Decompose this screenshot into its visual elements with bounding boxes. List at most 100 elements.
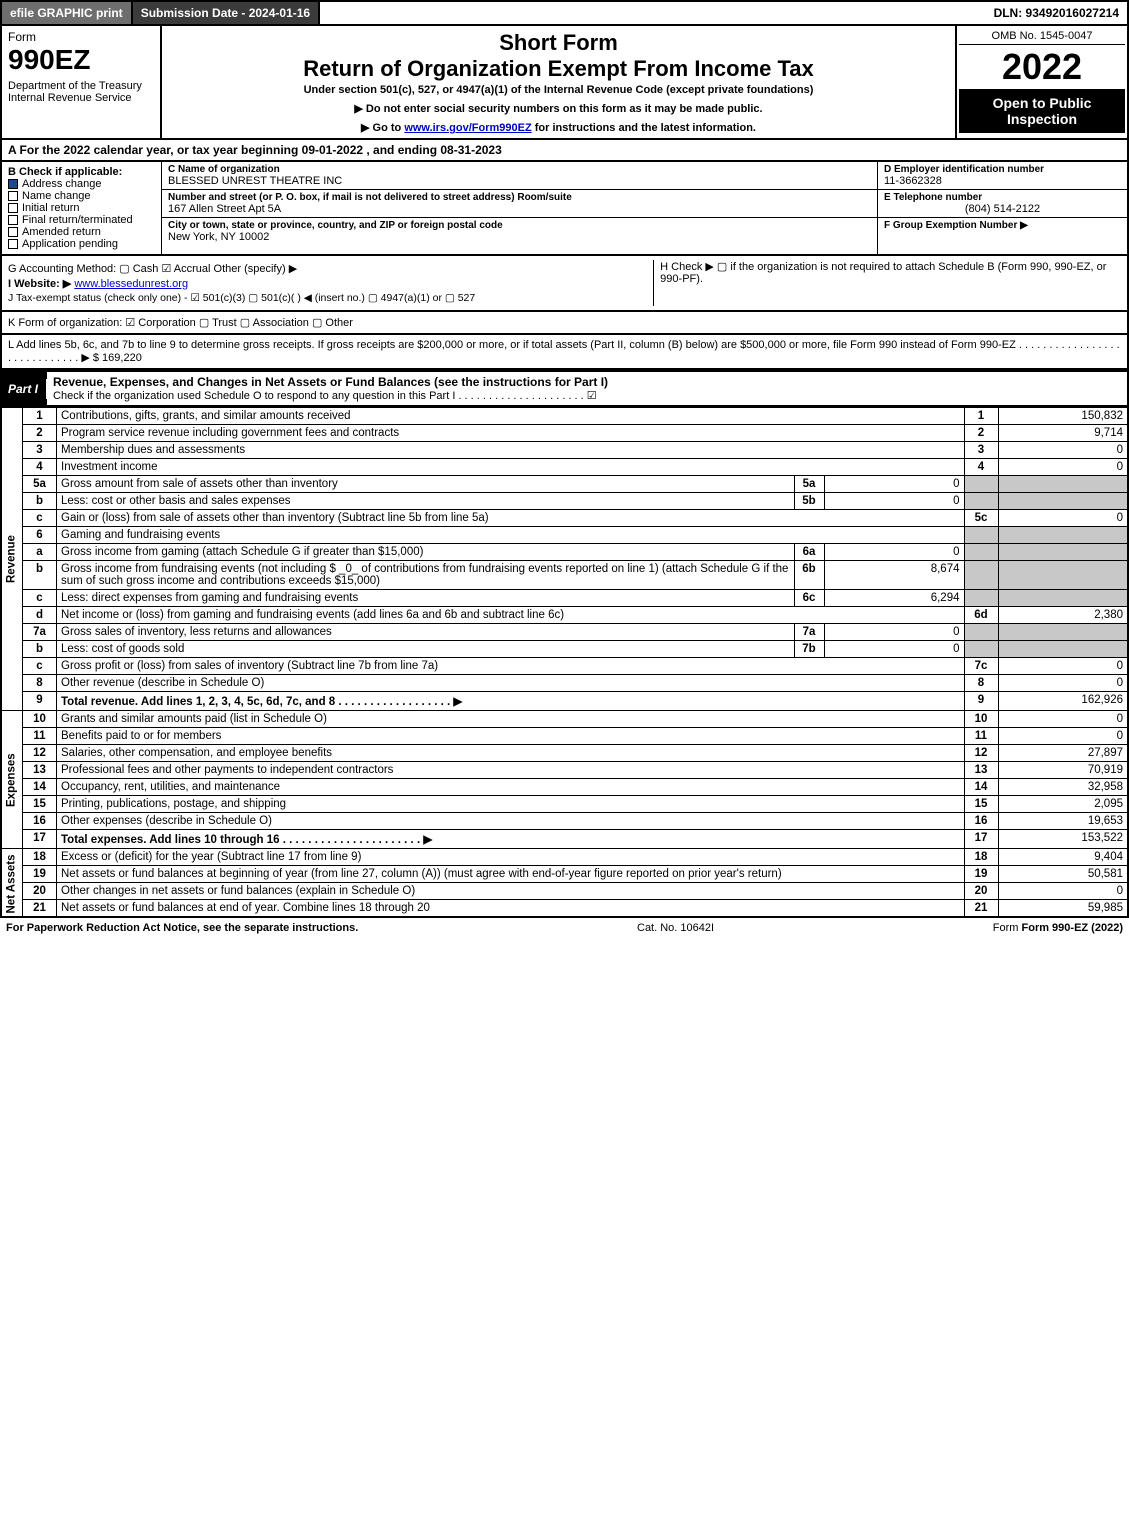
line-val: 2,380 [998, 607, 1128, 624]
line-desc: Other changes in net assets or fund bala… [57, 883, 965, 900]
row-10: Expenses 10 Grants and similar amounts p… [1, 711, 1128, 728]
cb-name-change[interactable]: Name change [8, 190, 155, 202]
cb-label: Initial return [22, 202, 79, 214]
checkbox-icon [8, 215, 18, 225]
cb-application-pending[interactable]: Application pending [8, 238, 155, 250]
line-desc: Gross amount from sale of assets other t… [57, 476, 795, 493]
sub-ref: 7a [794, 624, 824, 641]
org-address-label: Number and street (or P. O. box, if mail… [168, 192, 871, 203]
tax-year: 2022 [959, 45, 1125, 89]
row-1: Revenue 1 Contributions, gifts, grants, … [1, 408, 1128, 425]
line-num: 13 [23, 762, 57, 779]
ein-value: 11-3662328 [884, 175, 1121, 187]
line-val: 0 [998, 658, 1128, 675]
website-link[interactable]: www.blessedunrest.org [74, 278, 188, 290]
form-number: 990EZ [8, 44, 154, 76]
shaded-cell [998, 493, 1128, 510]
line-desc: Gross sales of inventory, less returns a… [57, 624, 795, 641]
line-num: c [23, 590, 57, 607]
shaded-cell [998, 641, 1128, 658]
sub-ref: 6a [794, 544, 824, 561]
schedule-b-note: H Check ▶ ▢ if the organization is not r… [660, 260, 1121, 285]
form-title-block: Short Form Return of Organization Exempt… [162, 26, 957, 138]
line-val: 19,653 [998, 813, 1128, 830]
row-16: 16 Other expenses (describe in Schedule … [1, 813, 1128, 830]
org-address: 167 Allen Street Apt 5A [168, 203, 871, 215]
sub-val: 0 [824, 641, 964, 658]
shaded-cell [998, 544, 1128, 561]
cb-label: Final return/terminated [22, 214, 133, 226]
line-desc: Occupancy, rent, utilities, and maintena… [57, 779, 965, 796]
form-subtitle: Under section 501(c), 527, or 4947(a)(1)… [170, 84, 947, 96]
goto-link-line: ▶ Go to www.irs.gov/Form990EZ for instru… [170, 121, 947, 134]
line-desc: Gain or (loss) from sale of assets other… [57, 510, 965, 527]
checkbox-icon [8, 179, 18, 189]
form-word: Form [8, 30, 154, 44]
sub-ref: 5a [794, 476, 824, 493]
row-2: 2 Program service revenue including gove… [1, 425, 1128, 442]
line-num: b [23, 641, 57, 658]
row-20: 20 Other changes in net assets or fund b… [1, 883, 1128, 900]
checkbox-icon [8, 239, 18, 249]
shaded-cell [964, 493, 998, 510]
row-4: 4 Investment income 4 0 [1, 459, 1128, 476]
part-1-tag: Part I [0, 379, 47, 399]
line-ref: 14 [964, 779, 998, 796]
cb-final-return[interactable]: Final return/terminated [8, 214, 155, 226]
line-num: 18 [23, 849, 57, 866]
section-c: C Name of organization BLESSED UNREST TH… [162, 162, 877, 254]
sub-ref: 6b [794, 561, 824, 590]
line-desc: Total expenses. Add lines 10 through 16 … [57, 830, 965, 849]
line-num: 4 [23, 459, 57, 476]
short-form-label: Short Form [170, 30, 947, 56]
cb-amended-return[interactable]: Amended return [8, 226, 155, 238]
footer-left: For Paperwork Reduction Act Notice, see … [6, 922, 358, 934]
cb-address-change[interactable]: Address change [8, 178, 155, 190]
irs-link[interactable]: www.irs.gov/Form990EZ [404, 122, 531, 134]
department-label: Department of the Treasury Internal Reve… [8, 80, 154, 104]
year-block: OMB No. 1545-0047 2022 Open to Public In… [957, 26, 1127, 138]
line-val: 9,404 [998, 849, 1128, 866]
line-val: 0 [998, 442, 1128, 459]
entity-block: B Check if applicable: Address change Na… [0, 162, 1129, 256]
line-val: 0 [998, 459, 1128, 476]
row-8: 8 Other revenue (describe in Schedule O)… [1, 675, 1128, 692]
sub-val: 8,674 [824, 561, 964, 590]
line-desc: Gross income from fundraising events (no… [57, 561, 795, 590]
row-5c: c Gain or (loss) from sale of assets oth… [1, 510, 1128, 527]
line-num: b [23, 561, 57, 590]
line-desc: Benefits paid to or for members [57, 728, 965, 745]
accounting-method: G Accounting Method: ▢ Cash ☑ Accrual Ot… [8, 262, 653, 275]
cb-initial-return[interactable]: Initial return [8, 202, 155, 214]
row-9: 9 Total revenue. Add lines 1, 2, 3, 4, 5… [1, 692, 1128, 711]
topbar-spacer [320, 2, 985, 24]
org-city: New York, NY 10002 [168, 231, 871, 243]
line-val: 50,581 [998, 866, 1128, 883]
line-desc: Program service revenue including govern… [57, 425, 965, 442]
efile-print-button[interactable]: efile GRAPHIC print [2, 2, 133, 24]
line-ref: 6d [964, 607, 998, 624]
line-ref: 4 [964, 459, 998, 476]
cb-label: Address change [22, 178, 102, 190]
row-7a: 7a Gross sales of inventory, less return… [1, 624, 1128, 641]
line-num: 12 [23, 745, 57, 762]
line-val: 2,095 [998, 796, 1128, 813]
row-5a: 5a Gross amount from sale of assets othe… [1, 476, 1128, 493]
group-exemption-cell: F Group Exemption Number ▶ [878, 218, 1127, 233]
line-desc: Less: cost of goods sold [57, 641, 795, 658]
line-ref: 13 [964, 762, 998, 779]
line-val: 9,714 [998, 425, 1128, 442]
sub-val: 0 [824, 493, 964, 510]
section-b-header: B Check if applicable: [8, 166, 155, 178]
line-num: 5a [23, 476, 57, 493]
line-ref: 21 [964, 900, 998, 918]
section-g-h: G Accounting Method: ▢ Cash ☑ Accrual Ot… [0, 256, 1129, 312]
submission-date-button[interactable]: Submission Date - 2024-01-16 [133, 2, 320, 24]
line-num: b [23, 493, 57, 510]
line-desc: Less: direct expenses from gaming and fu… [57, 590, 795, 607]
footer-mid: Cat. No. 10642I [637, 922, 714, 934]
shaded-cell [998, 624, 1128, 641]
shaded-cell [998, 561, 1128, 590]
cb-label: Application pending [22, 238, 118, 250]
line-desc: Gross income from gaming (attach Schedul… [57, 544, 795, 561]
